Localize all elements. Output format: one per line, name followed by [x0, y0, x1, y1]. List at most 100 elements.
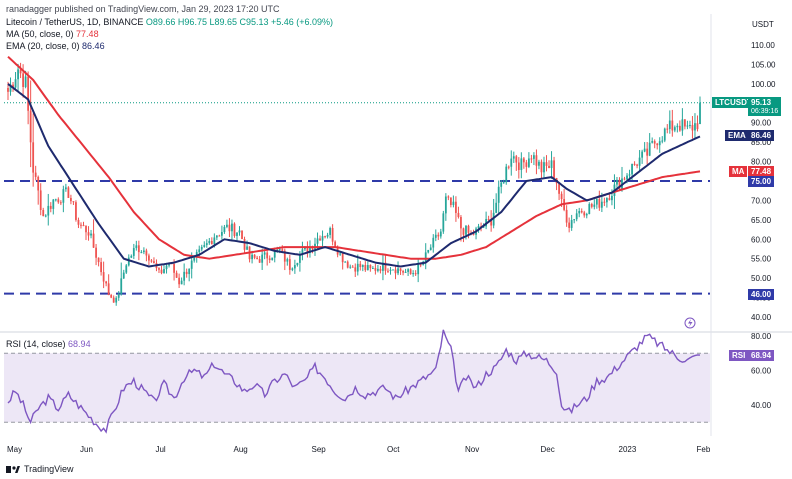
candle-body — [512, 156, 515, 159]
candle-body — [163, 269, 165, 274]
candle-body — [608, 198, 611, 201]
candle-body — [638, 157, 641, 166]
y-tick-label: 65.00 — [751, 216, 772, 225]
brand-name: TradingView — [24, 464, 74, 474]
candle-body — [17, 69, 19, 80]
candle-body — [432, 237, 435, 248]
candle-body — [127, 257, 130, 266]
candle-body — [374, 267, 377, 271]
candle-body — [404, 271, 407, 273]
last-price-badge: 95.13 06:39:16 — [748, 97, 782, 116]
level-high-badge: 75.00 — [748, 176, 775, 187]
candle-body — [44, 215, 47, 217]
ema-tag: EMA — [725, 130, 749, 141]
candle-body — [442, 213, 445, 232]
y-tick-label: 70.00 — [751, 196, 772, 205]
candle-body — [49, 205, 52, 209]
candle-body — [125, 265, 128, 273]
candle-body — [540, 161, 543, 173]
candle-body — [120, 278, 123, 295]
candle-body — [70, 197, 72, 202]
candle-body — [268, 258, 271, 261]
candle-body — [220, 232, 223, 236]
candle-body — [583, 212, 586, 216]
candle-body — [525, 162, 528, 167]
candle-body — [158, 268, 160, 270]
candle-body — [132, 248, 135, 256]
candle-body — [429, 247, 432, 250]
candle-body — [24, 76, 27, 87]
candle-body — [273, 250, 276, 258]
candle-body — [82, 225, 85, 227]
candle-body — [42, 209, 45, 216]
candle-body — [427, 249, 430, 253]
candle-body — [180, 280, 183, 285]
candle-body — [215, 235, 218, 238]
candle-body — [465, 225, 467, 235]
candle-body — [341, 253, 344, 263]
candle-body — [54, 199, 57, 201]
candle-body — [293, 265, 296, 269]
candle-body — [301, 249, 304, 255]
candle-body — [626, 175, 628, 180]
candle-body — [165, 265, 168, 270]
candle-body — [550, 160, 553, 169]
candle-body — [238, 230, 241, 233]
candle-body — [611, 195, 613, 201]
candle-body — [651, 141, 654, 143]
candle-body — [467, 225, 470, 233]
candle-body — [623, 178, 626, 180]
candle-body — [377, 268, 379, 271]
candle-body — [507, 166, 510, 168]
candle-body — [319, 238, 321, 241]
alert-icon — [684, 317, 696, 329]
x-tick-label: Oct — [387, 445, 400, 454]
candle-body — [658, 141, 661, 146]
candle-body — [684, 119, 686, 127]
candle-body — [643, 148, 646, 152]
candle-body — [178, 277, 181, 285]
candle-body — [321, 236, 324, 241]
candle-body — [326, 234, 329, 237]
candle-body — [371, 267, 374, 269]
candle-body — [137, 245, 140, 253]
candle-body — [361, 265, 364, 267]
candle-body — [205, 243, 208, 246]
candle-body — [241, 230, 243, 240]
candle-body — [668, 120, 671, 129]
candle-body — [344, 261, 347, 263]
y-tick-label: 100.00 — [751, 80, 776, 89]
currency-label: USDT — [752, 20, 774, 29]
candle-body — [588, 204, 591, 215]
candle-body — [85, 225, 87, 233]
candle-body — [419, 264, 422, 266]
candle-body — [100, 262, 103, 273]
candle-body — [243, 239, 246, 250]
candle-body — [334, 241, 337, 248]
candle-body — [568, 222, 571, 228]
candle-body — [452, 201, 455, 206]
candle-body — [266, 252, 269, 259]
candle-body — [696, 123, 699, 130]
candle-body — [256, 257, 259, 260]
y-tick-label: 40.00 — [751, 313, 772, 322]
ema-line — [7, 83, 701, 268]
candle-body — [64, 187, 67, 190]
x-tick-label: May — [7, 445, 22, 454]
candle-body — [14, 79, 17, 88]
candle-body — [311, 247, 314, 250]
candle-body — [52, 199, 55, 209]
rsi-legend: RSI (14, close) 68.94 — [6, 339, 91, 349]
candle-body — [530, 158, 533, 160]
candle-body — [195, 252, 198, 257]
tradingview-brand[interactable]: TradingView — [6, 464, 74, 474]
candle-body — [47, 205, 50, 216]
candle-body — [213, 237, 216, 245]
candle-body — [605, 198, 608, 203]
candle-body — [105, 281, 108, 284]
y-tick-label: 60.00 — [751, 235, 772, 244]
rsi-value-badge: 68.94 — [748, 350, 775, 361]
candle-body — [306, 247, 309, 253]
candle-body — [678, 125, 681, 131]
